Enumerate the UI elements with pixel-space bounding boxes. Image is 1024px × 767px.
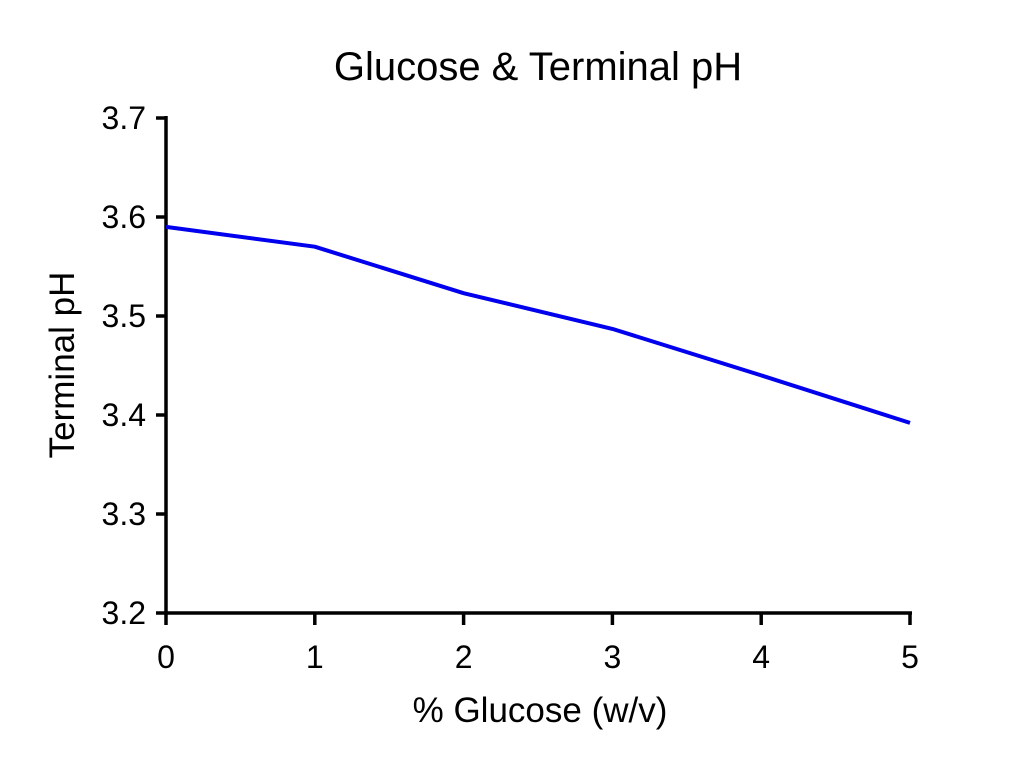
x-axis-label: % Glucose (w/v)	[413, 691, 668, 730]
y-tick-label: 3.6	[102, 199, 146, 235]
y-ticks: 3.2 3.3 3.4 3.5 3.6 3.7	[102, 100, 166, 631]
y-tick-label: 3.4	[102, 397, 146, 433]
y-tick-label: 3.5	[102, 298, 146, 334]
x-tick-label: 3	[604, 639, 622, 675]
chart-title: Glucose & Terminal pH	[334, 45, 742, 89]
x-ticks: 0 1 2 3 4 5	[157, 613, 919, 675]
x-tick-label: 2	[455, 639, 473, 675]
y-tick-label: 3.7	[102, 100, 146, 136]
y-tick-label: 3.3	[102, 496, 146, 532]
series-line	[165, 224, 911, 425]
y-tick-label: 3.2	[102, 595, 146, 631]
series-layer	[165, 224, 911, 425]
x-tick-label: 5	[901, 639, 919, 675]
x-tick-label: 1	[306, 639, 324, 675]
y-axis-label: Terminal pH	[43, 272, 82, 459]
x-tick-label: 0	[157, 639, 175, 675]
plot-area: 3.2 3.3 3.4 3.5 3.6 3.7 0 1 2 3 4 5	[102, 100, 919, 675]
x-tick-label: 4	[752, 639, 770, 675]
